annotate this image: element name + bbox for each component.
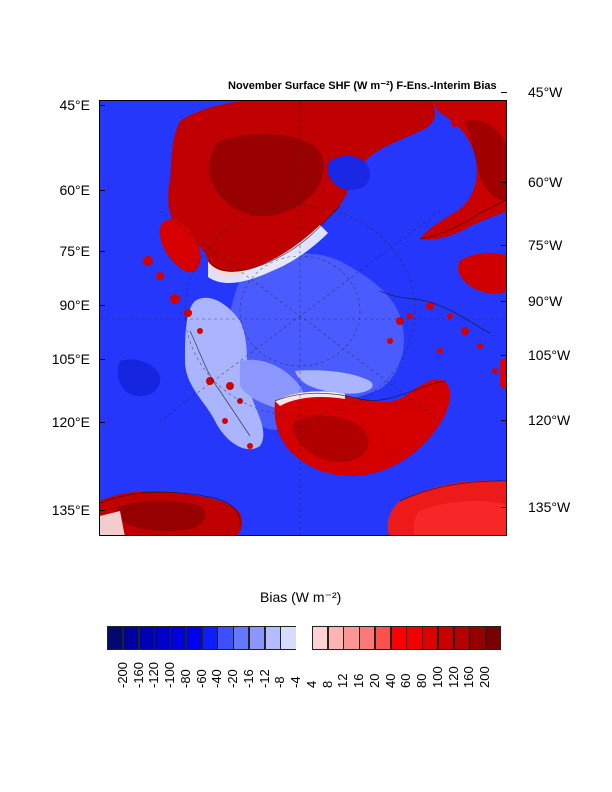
colorbar-level-label: 12 bbox=[335, 673, 351, 688]
colorbar-box bbox=[469, 626, 486, 650]
left-label-105e: 105°E bbox=[51, 351, 90, 367]
colorbar-box bbox=[422, 626, 439, 650]
colorbar-level-label: 120 bbox=[445, 666, 461, 688]
colorbar-box bbox=[185, 626, 203, 650]
colorbar-box bbox=[122, 626, 139, 650]
colorbar-level-label: -16 bbox=[240, 669, 256, 688]
colorbar-level-label: -40 bbox=[209, 669, 225, 688]
colorbar-box bbox=[280, 626, 297, 650]
left-label-120e: 120°E bbox=[51, 414, 90, 430]
left-label-135e: 135°E bbox=[51, 502, 90, 518]
colorbar-level-label: -200 bbox=[114, 661, 130, 688]
colorbar-box bbox=[264, 626, 281, 650]
left-label-45e: 45°E bbox=[59, 97, 90, 113]
bias-map-field bbox=[100, 101, 506, 535]
colorbar-box bbox=[327, 626, 344, 650]
right-label-105w: 105°W bbox=[528, 347, 571, 363]
colorbar-box bbox=[453, 626, 470, 650]
colorbar-level-label: -160 bbox=[130, 661, 146, 688]
colorbar-level-label: 16 bbox=[351, 673, 367, 688]
right-label-60w: 60°W bbox=[528, 174, 563, 190]
right-tick bbox=[501, 245, 507, 246]
colorbar-title: Bias (W m⁻²) bbox=[260, 589, 342, 605]
left-label-60e: 60°E bbox=[59, 182, 90, 198]
colorbar-box bbox=[311, 626, 329, 650]
map-title: November Surface SHF (W m⁻²) F-Ens.-Inte… bbox=[228, 80, 497, 92]
colorbar-level-label: 20 bbox=[366, 673, 382, 688]
colorbar-box bbox=[374, 626, 392, 650]
colorbar-level-label: 200 bbox=[477, 666, 493, 688]
colorbar-box bbox=[390, 626, 407, 650]
colorbar-level-label: -4 bbox=[288, 676, 304, 688]
colorbar-box bbox=[485, 626, 502, 650]
left-label-75e: 75°E bbox=[59, 243, 90, 259]
colorbar bbox=[107, 626, 502, 650]
right-tick bbox=[501, 92, 507, 93]
left-tick bbox=[99, 105, 105, 106]
colorbar-box bbox=[138, 626, 155, 650]
colorbar-box bbox=[107, 626, 124, 650]
colorbar-box bbox=[406, 626, 423, 650]
right-label-90w: 90°W bbox=[528, 293, 563, 309]
colorbar-level-label: 8 bbox=[319, 680, 335, 688]
colorbar-box bbox=[437, 626, 455, 650]
left-tick bbox=[99, 190, 105, 191]
colorbar-box bbox=[201, 626, 218, 650]
left-tick bbox=[99, 251, 105, 252]
colorbar-box bbox=[217, 626, 234, 650]
bias-map bbox=[99, 100, 507, 536]
right-label-135w: 135°W bbox=[528, 499, 571, 515]
left-tick bbox=[99, 510, 105, 511]
left-tick bbox=[99, 359, 105, 360]
right-label-120w: 120°W bbox=[528, 412, 571, 428]
colorbar-level-label: 160 bbox=[461, 666, 477, 688]
colorbar-box bbox=[154, 626, 171, 650]
colorbar-level-label: 60 bbox=[398, 673, 414, 688]
right-tick bbox=[501, 355, 507, 356]
colorbar-level-label: 80 bbox=[414, 673, 430, 688]
colorbar-box bbox=[248, 626, 266, 650]
colorbar-level-label: -12 bbox=[256, 669, 272, 688]
right-label-75w: 75°W bbox=[528, 237, 563, 253]
colorbar-level-label: -60 bbox=[193, 669, 209, 688]
right-tick bbox=[501, 420, 507, 421]
left-tick bbox=[99, 422, 105, 423]
colorbar-level-label: -80 bbox=[177, 669, 193, 688]
colorbar-box bbox=[170, 626, 187, 650]
colorbar-level-label: 100 bbox=[429, 666, 445, 688]
colorbar-box bbox=[343, 626, 360, 650]
colorbar-level-label: 4 bbox=[303, 680, 319, 688]
colorbar-box bbox=[359, 626, 376, 650]
right-tick bbox=[501, 301, 507, 302]
colorbar-level-label: -100 bbox=[162, 661, 178, 688]
left-label-90e: 90°E bbox=[59, 297, 90, 313]
colorbar-level-label: -20 bbox=[225, 669, 241, 688]
colorbar-level-label: -120 bbox=[146, 661, 162, 688]
colorbar-level-label: 40 bbox=[382, 673, 398, 688]
right-tick bbox=[501, 182, 507, 183]
right-label-45w: 45°W bbox=[528, 84, 563, 100]
colorbar-level-label: -8 bbox=[272, 676, 288, 688]
right-tick bbox=[501, 507, 507, 508]
colorbar-box bbox=[296, 626, 313, 650]
left-tick bbox=[99, 305, 105, 306]
colorbar-box bbox=[233, 626, 250, 650]
